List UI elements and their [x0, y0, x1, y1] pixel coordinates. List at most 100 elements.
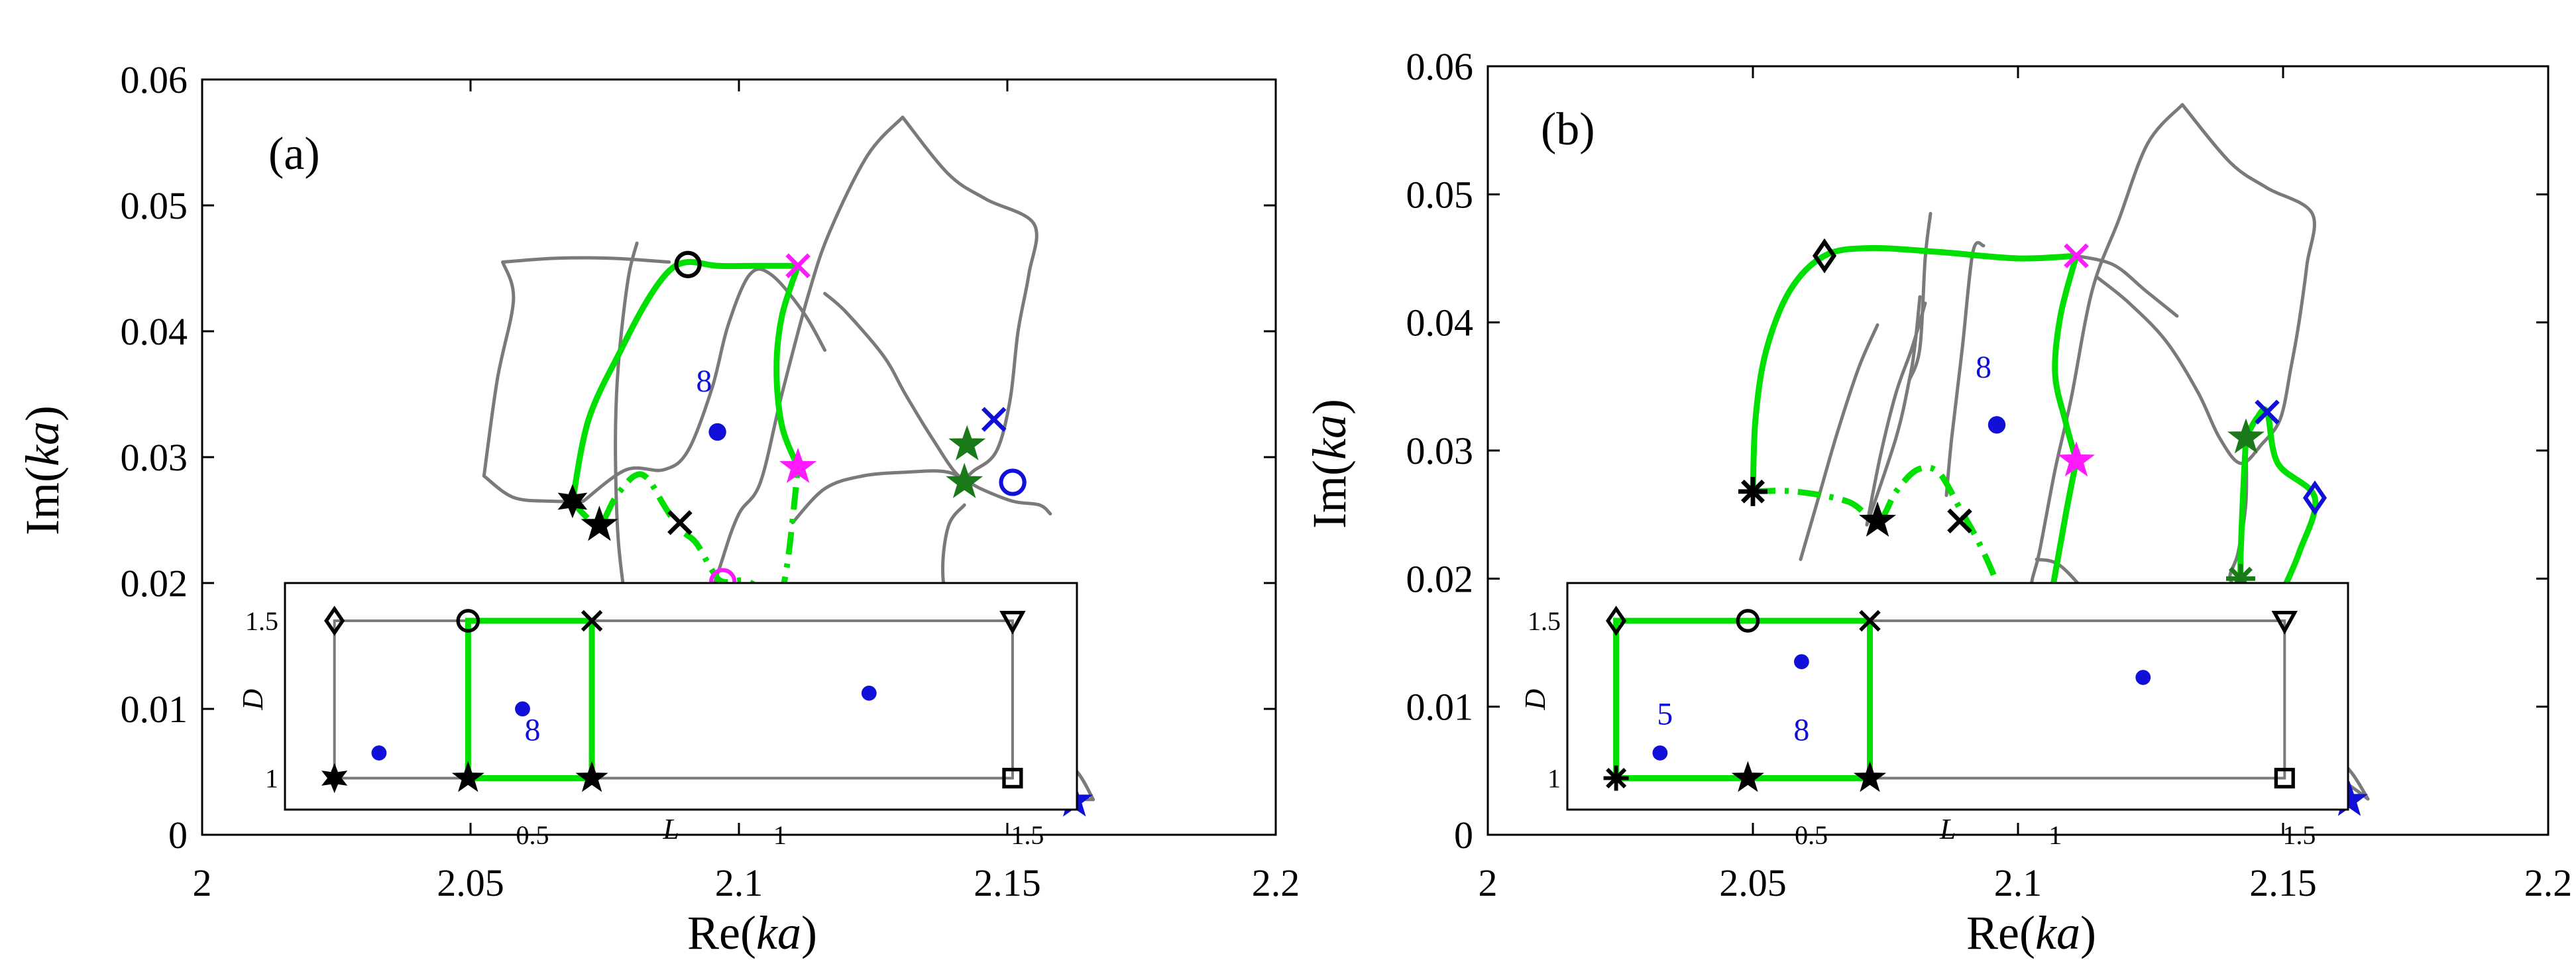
data-point-x — [2064, 243, 2089, 268]
inset-number-label: 8 — [1793, 712, 1809, 747]
data-point-star6 — [557, 484, 588, 519]
y-tick-label: 0.06 — [121, 58, 188, 101]
inset-point-star — [451, 761, 484, 792]
gray-branch-line — [2096, 103, 2316, 465]
data-point-diamond — [2302, 480, 2327, 515]
x-tick-label: 2.2 — [1252, 861, 1300, 904]
green-dashdot-line — [570, 466, 801, 610]
marker-x — [785, 253, 811, 278]
data-point-star — [2227, 418, 2265, 454]
panel-b: 2 2.05 2.1 2.15 2.2 0 0.01 0.02 0.03 0.04 0.05 0.06… — [1303, 45, 2572, 959]
marker-dot — [708, 423, 726, 441]
marker-triangle — [2271, 610, 2298, 635]
marker-star — [1853, 761, 1887, 792]
marker-circle — [674, 250, 702, 278]
panel-label: (a) — [268, 129, 320, 180]
x-tick-label: 2.05 — [437, 861, 504, 904]
y-tick-label: 0.04 — [121, 310, 188, 353]
green-solid-line — [1750, 244, 2080, 495]
inset-x-label: L — [1939, 813, 1956, 845]
y-tick-label: 0.05 — [121, 184, 188, 227]
inset-x-tick-label: 0.5 — [516, 820, 549, 850]
inset-point-x — [581, 610, 603, 632]
x-tick-label: 2.15 — [2249, 861, 2317, 904]
x-tick-label: 2 — [1479, 861, 1498, 904]
inset-point-dot — [1794, 654, 1809, 670]
gray-branch-line — [1865, 295, 1922, 527]
inset-x-label: L — [662, 813, 679, 845]
y-tick-label: 0.06 — [1406, 45, 1474, 88]
marker-star — [2057, 441, 2096, 477]
data-point-star — [779, 447, 817, 484]
inset-y-tick-label: 1 — [265, 764, 278, 794]
gray-branch-line — [1799, 323, 1879, 561]
marker-triangle — [999, 610, 1026, 635]
gray-branch-line — [581, 267, 827, 503]
marker-star — [779, 447, 817, 484]
marker-asterisk-core — [2235, 573, 2246, 584]
inset-number-label: 8 — [524, 712, 540, 747]
marker-dot — [1652, 745, 1668, 761]
inset-point-dot — [1652, 745, 1668, 761]
marker-star — [575, 761, 608, 792]
marker-square — [2274, 767, 2295, 789]
inset-point-triangle — [999, 610, 1026, 635]
mode-number-label: 8 — [1976, 350, 1991, 385]
data-point-star — [1858, 501, 1897, 537]
inset-point-square — [1002, 767, 1023, 789]
data-point-circle — [999, 468, 1027, 496]
marker-x — [2064, 243, 2089, 268]
x-axis-label: Re(ka) — [687, 906, 817, 959]
y-tick-label: 0 — [1454, 814, 1473, 857]
mode-number-label: 8 — [696, 364, 712, 399]
marker-circle — [1736, 609, 1760, 633]
inset-y-tick-label: 1 — [1547, 764, 1561, 794]
inset-point-square — [2274, 767, 2295, 789]
marker-dot — [515, 701, 530, 717]
marker-star — [946, 462, 983, 498]
gray-branch-line — [823, 115, 1038, 480]
inset-point-diamond — [1606, 606, 1627, 636]
data-point-diamond — [1812, 238, 1837, 274]
marker-star — [948, 425, 986, 460]
marker-x — [981, 407, 1007, 432]
inset-gray-frame — [333, 619, 1014, 780]
inset-y-label: D — [237, 689, 269, 711]
data-point-star — [581, 506, 618, 541]
y-tick-label: 0.04 — [1406, 301, 1474, 345]
y-axis-label: Im(ka) — [1303, 399, 1356, 529]
x-tick-label: 2.1 — [715, 861, 763, 904]
marker-dot — [371, 745, 387, 761]
marker-x — [1947, 508, 1972, 534]
inset-x-tick-label: 1.5 — [2282, 820, 2316, 850]
inset-point-circle — [1736, 609, 1760, 633]
y-tick-label: 0.03 — [1406, 429, 1474, 472]
gray-branch-line — [1944, 240, 1986, 498]
gray-branch-line — [482, 260, 516, 478]
marker-diamond — [1606, 606, 1627, 636]
marker-dot — [861, 685, 877, 701]
y-tick-label: 0.05 — [1406, 173, 1474, 216]
marker-star — [1731, 761, 1764, 792]
inset-point-diamond — [324, 606, 345, 636]
inset-point-circle — [456, 609, 480, 633]
marker-square — [1002, 767, 1023, 789]
inset-y-tick-label: 1.5 — [1528, 606, 1561, 636]
data-point-x — [2255, 400, 2280, 425]
marker-diamond — [1812, 238, 1837, 274]
data-point-star — [946, 462, 983, 498]
marker-star — [581, 506, 618, 541]
marker-hexagram — [321, 763, 348, 794]
inset-point-dot — [2135, 670, 2151, 685]
data-point-star — [2057, 441, 2096, 477]
marker-x — [581, 610, 603, 632]
panel-label: (b) — [1541, 104, 1595, 155]
y-tick-label: 0.02 — [121, 562, 188, 605]
y-tick-label: 0.01 — [1406, 686, 1474, 729]
x-tick-label: 2.1 — [1994, 861, 2043, 904]
inset-point-star — [1731, 761, 1764, 792]
marker-dot — [2135, 670, 2151, 685]
marker-x — [2255, 400, 2280, 425]
data-point-star8 — [1738, 476, 1767, 506]
